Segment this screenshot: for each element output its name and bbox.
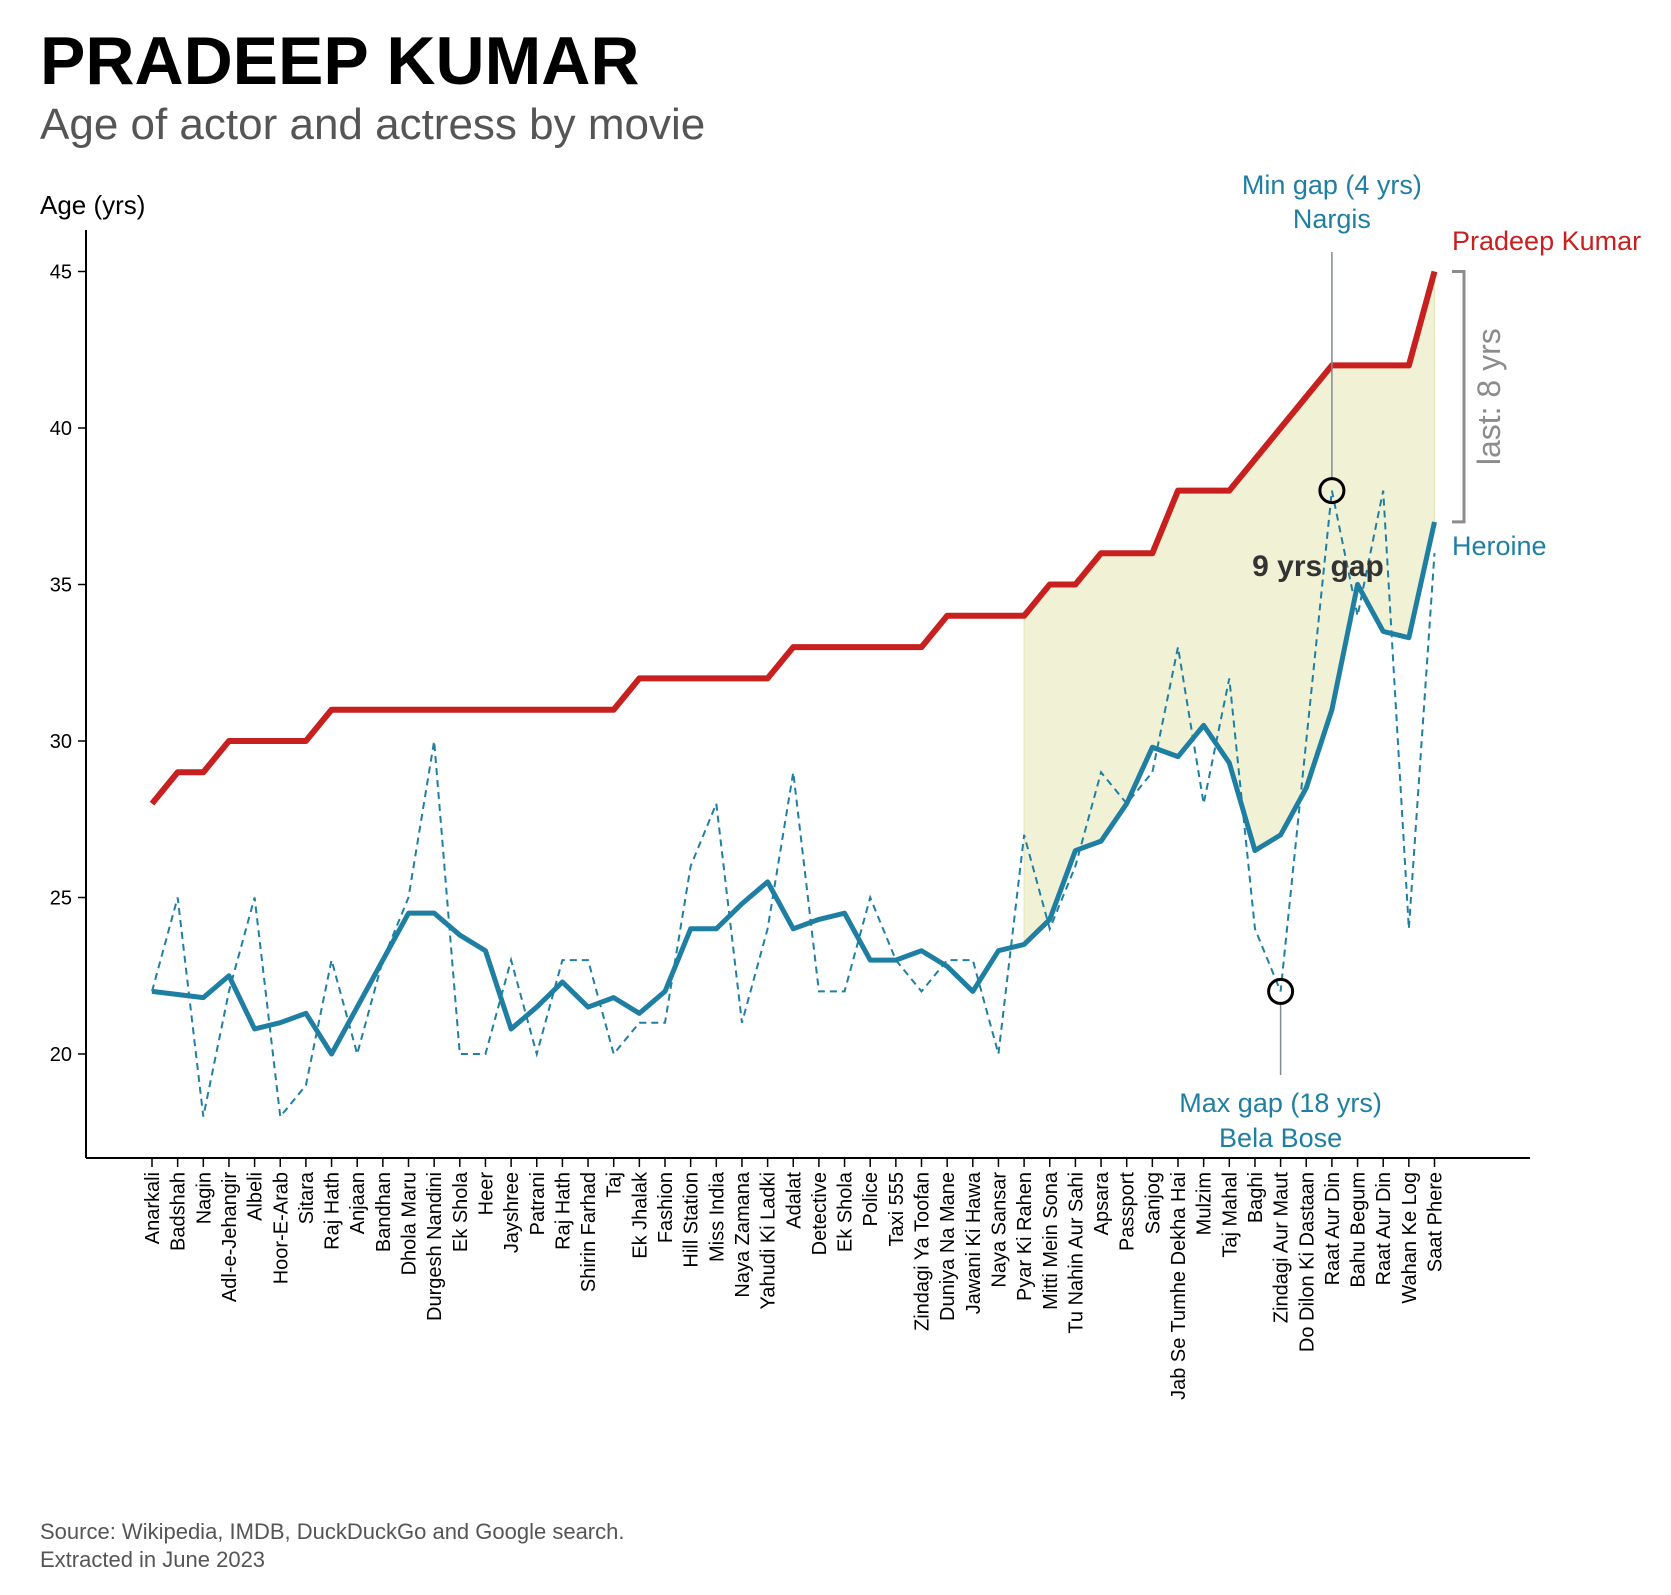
x-tick-label: Bahu Begum [1348,1172,1370,1288]
x-tick-label: Mitti Mein Sona [1040,1171,1062,1310]
max-gap-label: Max gap (18 yrs) [1179,1088,1382,1118]
x-tick-label: Sanjog [1142,1172,1164,1234]
max-gap-marker [1267,977,1295,1005]
x-tick-label: Fashion [655,1172,677,1243]
x-tick-label: Tu Nahin Aur Sahi [1065,1172,1087,1334]
x-tick-label: Heer [475,1172,497,1216]
last-gap-bracket [1452,270,1466,524]
chart-subtitle: Age of actor and actress by movie [40,100,706,149]
min-gap-marker [1318,477,1346,505]
min-gap-label: Min gap (4 yrs) [1242,170,1422,200]
y-tick-label: 45 [50,262,72,284]
heroine-series-label: Heroine [1452,531,1547,561]
x-tick-label: Anarkali [142,1172,164,1244]
x-tick-label: Jab Se Tumhe Dekha Hai [1168,1172,1190,1400]
y-tick-label: 30 [50,731,72,753]
y-tick-label: 35 [50,575,72,597]
last-gap-label: last: 8 yrs [1471,328,1507,465]
y-tick-label: 20 [50,1044,72,1066]
min-gap-name: Nargis [1293,204,1371,234]
x-tick-label: Police [860,1172,882,1226]
x-tick-label: Shirin Farhad [578,1172,600,1292]
x-tick-label: Hill Station [681,1172,703,1268]
actor-age-line [149,270,1438,806]
x-tick-label: Ek Shola [835,1171,857,1252]
x-tick-label: Miss India [706,1171,728,1262]
x-tick-label: Zindagi Aur Maut [1271,1172,1293,1324]
x-tick-label: Duniya Na Mane [937,1172,959,1321]
x-tick-label: Mulzim [1194,1172,1216,1235]
x-tick-label: Nagin [193,1172,215,1224]
x-tick-label: Patrani [527,1172,549,1235]
x-tick-label: Yahudi Ki Ladki [758,1172,780,1310]
x-tick-label: Adl-e-Jehangir [219,1172,241,1302]
x-tick-label: Ek Shola [450,1171,472,1252]
x-tick-label: Jayshree [501,1172,523,1253]
x-tick-label: Badshah [168,1172,190,1251]
heroine-age-line [151,490,1436,1120]
source-note: Source: Wikipedia, IMDB, DuckDuckGo and … [40,1518,624,1574]
x-tick-label: Sitara [296,1171,318,1224]
x-tick-label: Taj [604,1172,626,1198]
x-tick-label: Apsara [1091,1171,1113,1235]
max-gap-name: Bela Bose [1219,1123,1342,1153]
x-tick-label: Raj Hath [322,1172,344,1250]
chart-title: PRADEEP KUMAR [40,23,640,99]
x-tick-label: Raj Hath [552,1172,574,1250]
y-tick-label: 40 [50,418,72,440]
x-tick-label: Naya Sansar [988,1172,1010,1288]
x-tick-label: Detective [809,1172,831,1255]
x-tick-label: Saat Phere [1425,1172,1447,1272]
actor-series-label: Pradeep Kumar [1452,226,1641,256]
x-tick-label: Ek Jhalak [629,1171,651,1259]
x-tick-label: Baghi [1245,1172,1267,1223]
source-line-2: Extracted in June 2023 [40,1547,266,1572]
x-tick-label: Dhola Maru [399,1172,421,1275]
x-tick-label: Naya Zamana [732,1171,754,1297]
heroine-trend-line [151,521,1437,1057]
y-tick-label: 25 [50,888,72,910]
x-tick-label: Do Dilon Ki Dastaan [1296,1172,1318,1352]
x-tick-label: Bandhan [373,1172,395,1252]
x-tick-label: Taj Mahal [1219,1172,1241,1258]
x-tick-label: Adalat [783,1172,805,1229]
average-gap-label: 9 yrs gap [1252,550,1384,583]
x-tick-label: Raat Aur Din [1373,1172,1395,1285]
x-tick-label: Anjaan [347,1172,369,1234]
x-tick-label: Hoor-E-Arab [270,1172,292,1284]
y-axis-label: Age (yrs) [40,190,146,220]
x-tick-label: Durgesh Nandini [424,1172,446,1321]
source-line-1: Source: Wikipedia, IMDB, DuckDuckGo and … [40,1519,625,1544]
x-tick-label: Raat Aur Din [1322,1172,1344,1285]
x-tick-label: Taxi 555 [886,1172,908,1247]
x-tick-label: Passport [1117,1172,1139,1251]
x-tick-label: Wahan Ke Log [1399,1172,1421,1304]
x-tick-label: Zindagi Ya Toofan [912,1172,934,1331]
x-tick-label: Jawani Ki Hawa [963,1171,985,1314]
x-tick-label: Pyar Ki Rahen [1014,1172,1036,1301]
x-tick-label: Albeli [245,1172,267,1221]
